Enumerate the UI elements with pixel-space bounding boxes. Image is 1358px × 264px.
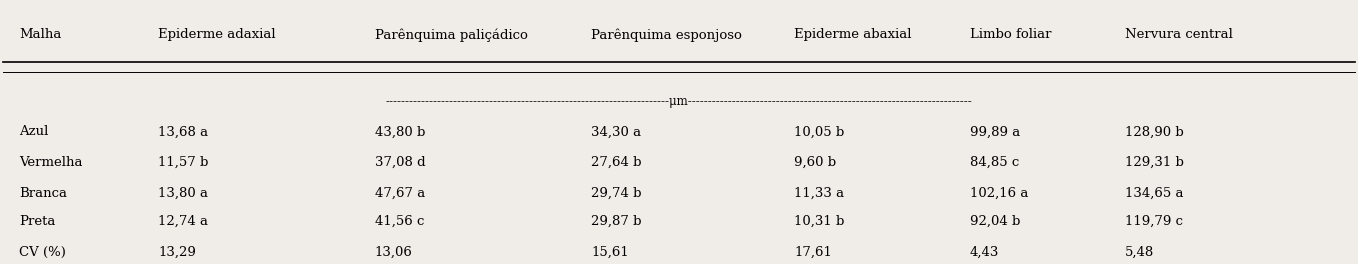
Text: -----------------------------------------------------------------------μm-------: ----------------------------------------…: [386, 95, 972, 108]
Text: 129,31 b: 129,31 b: [1126, 156, 1184, 169]
Text: 15,61: 15,61: [591, 246, 629, 259]
Text: Preta: Preta: [19, 215, 56, 228]
Text: 37,08 d: 37,08 d: [375, 156, 425, 169]
Text: Parênquima paliçádico: Parênquima paliçádico: [375, 28, 527, 42]
Text: Azul: Azul: [19, 125, 49, 139]
Text: 34,30 a: 34,30 a: [591, 125, 641, 139]
Text: 119,79 c: 119,79 c: [1126, 215, 1183, 228]
Text: 10,31 b: 10,31 b: [794, 215, 845, 228]
Text: 134,65 a: 134,65 a: [1126, 187, 1184, 200]
Text: 12,74 a: 12,74 a: [159, 215, 208, 228]
Text: 13,80 a: 13,80 a: [159, 187, 208, 200]
Text: Malha: Malha: [19, 28, 61, 41]
Text: 10,05 b: 10,05 b: [794, 125, 845, 139]
Text: 27,64 b: 27,64 b: [591, 156, 641, 169]
Text: 99,89 a: 99,89 a: [970, 125, 1020, 139]
Text: 4,43: 4,43: [970, 246, 999, 259]
Text: 29,74 b: 29,74 b: [591, 187, 641, 200]
Text: 11,33 a: 11,33 a: [794, 187, 845, 200]
Text: 92,04 b: 92,04 b: [970, 215, 1020, 228]
Text: 17,61: 17,61: [794, 246, 832, 259]
Text: 13,29: 13,29: [159, 246, 196, 259]
Text: 9,60 b: 9,60 b: [794, 156, 837, 169]
Text: 13,68 a: 13,68 a: [159, 125, 208, 139]
Text: 29,87 b: 29,87 b: [591, 215, 641, 228]
Text: 5,48: 5,48: [1126, 246, 1154, 259]
Text: 13,06: 13,06: [375, 246, 413, 259]
Text: 43,80 b: 43,80 b: [375, 125, 425, 139]
Text: Branca: Branca: [19, 187, 67, 200]
Text: 47,67 a: 47,67 a: [375, 187, 425, 200]
Text: 102,16 a: 102,16 a: [970, 187, 1028, 200]
Text: Limbo foliar: Limbo foliar: [970, 28, 1051, 41]
Text: 84,85 c: 84,85 c: [970, 156, 1018, 169]
Text: Epiderme adaxial: Epiderme adaxial: [159, 28, 276, 41]
Text: Parênquima esponjoso: Parênquima esponjoso: [591, 28, 741, 42]
Text: 128,90 b: 128,90 b: [1126, 125, 1184, 139]
Text: CV (%): CV (%): [19, 246, 67, 259]
Text: Vermelha: Vermelha: [19, 156, 83, 169]
Text: Epiderme abaxial: Epiderme abaxial: [794, 28, 911, 41]
Text: Nervura central: Nervura central: [1126, 28, 1233, 41]
Text: 41,56 c: 41,56 c: [375, 215, 424, 228]
Text: 11,57 b: 11,57 b: [159, 156, 209, 169]
